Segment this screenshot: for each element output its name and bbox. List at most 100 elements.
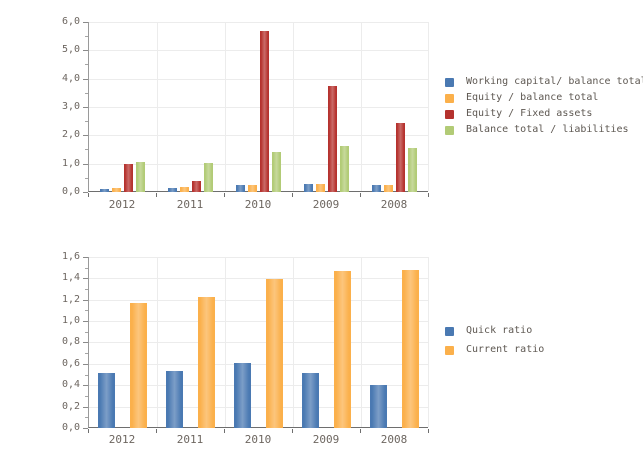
bar-equity-balance-total-2009[interactable]	[316, 184, 325, 192]
bar-working-capital-balance-total-2012[interactable]	[100, 189, 109, 192]
legend-item-equity-fixed-assets[interactable]: Equity / Fixed assets	[445, 108, 592, 120]
y-axis-tick	[83, 50, 88, 51]
bar-current-ratio-2009[interactable]	[334, 271, 351, 428]
bar-current-ratio-2012[interactable]	[130, 303, 147, 428]
y-axis-tick	[83, 428, 88, 429]
x-gridline	[293, 257, 294, 427]
y-axis-tick-label: 4,0	[61, 73, 80, 84]
bar-equity-balance-total-2010[interactable]	[248, 185, 257, 192]
bar-balance-total-liabilities-2011[interactable]	[204, 163, 213, 192]
bar-balance-total-liabilities-2012[interactable]	[136, 162, 145, 192]
y-axis-tick-label: 5,0	[61, 44, 80, 55]
bar-current-ratio-2011[interactable]	[198, 297, 215, 428]
x-axis-category-label: 2010	[244, 198, 272, 211]
y-axis-minor-tick	[85, 353, 88, 354]
y-axis-tick-label: 1,6	[61, 251, 80, 262]
y-axis-minor-tick	[85, 289, 88, 290]
y-axis-tick	[83, 257, 88, 258]
y-gridline	[89, 278, 428, 279]
bar-quick-ratio-2008[interactable]	[370, 385, 387, 428]
x-gridline	[428, 257, 429, 427]
legend-item-label: Equity / balance total	[466, 92, 599, 103]
x-gridline	[225, 257, 226, 427]
legend-item-working-capital-balance-total[interactable]: Working capital/ balance total	[445, 76, 643, 88]
y-axis-tick	[83, 278, 88, 279]
bar-equity-fixed-assets-2012[interactable]	[124, 164, 133, 192]
y-axis-tick	[83, 300, 88, 301]
x-axis-category-label: 2008	[380, 198, 408, 211]
y-axis-tick	[83, 107, 88, 108]
bar-equity-balance-total-2008[interactable]	[384, 185, 393, 192]
y-axis-minor-tick	[85, 417, 88, 418]
bar-working-capital-balance-total-2008[interactable]	[372, 185, 381, 192]
y-axis-tick	[83, 135, 88, 136]
bar-quick-ratio-2010[interactable]	[234, 363, 251, 428]
bar-current-ratio-2010[interactable]	[266, 279, 283, 428]
x-axis-category-label: 2012	[108, 198, 136, 211]
y-gridline	[89, 385, 428, 386]
y-gridline	[89, 79, 428, 80]
x-gridline	[293, 22, 294, 191]
bar-equity-balance-total-2012[interactable]	[112, 188, 121, 192]
y-axis-tick	[83, 164, 88, 165]
bar-quick-ratio-2009[interactable]	[302, 373, 319, 428]
y-axis-tick-label: 1,2	[61, 294, 80, 305]
bar-equity-fixed-assets-2009[interactable]	[328, 86, 337, 192]
y-axis-minor-tick	[85, 93, 88, 94]
bar-equity-fixed-assets-2008[interactable]	[396, 123, 405, 192]
y-axis-tick-label: 1,4	[61, 272, 80, 283]
legend-swatch-icon	[445, 109, 454, 119]
legend-item-quick-ratio[interactable]: Quick ratio	[445, 325, 532, 337]
y-axis-tick	[83, 321, 88, 322]
bar-equity-balance-total-2011[interactable]	[180, 187, 189, 192]
bar-current-ratio-2008[interactable]	[402, 270, 419, 428]
legend-swatch-icon	[445, 93, 454, 103]
legend-item-label: Balance total / liabilities	[466, 124, 629, 135]
y-gridline	[89, 22, 428, 23]
x-gridline	[428, 22, 429, 191]
y-axis-tick	[83, 22, 88, 23]
bar-equity-fixed-assets-2011[interactable]	[192, 181, 201, 192]
x-gridline	[157, 22, 158, 191]
x-axis-category-label: 2009	[312, 198, 340, 211]
legend-item-current-ratio[interactable]: Current ratio	[445, 344, 544, 356]
legend-item-label: Equity / Fixed assets	[466, 108, 593, 119]
bar-balance-total-liabilities-2010[interactable]	[272, 152, 281, 192]
legend-item-label: Current ratio	[466, 344, 545, 355]
legend-item-equity-balance-total[interactable]: Equity / balance total	[445, 92, 598, 104]
x-axis-category-label: 2009	[312, 433, 340, 446]
x-axis-tick	[156, 193, 157, 197]
y-gridline	[89, 257, 428, 258]
bar-quick-ratio-2011[interactable]	[166, 371, 183, 428]
y-axis-minor-tick	[85, 375, 88, 376]
x-gridline	[361, 257, 362, 427]
x-axis-tick	[428, 429, 429, 433]
legend-item-balance-total-liabilities[interactable]: Balance total / liabilities	[445, 124, 629, 136]
y-axis-tick	[83, 407, 88, 408]
x-axis-tick	[360, 193, 361, 197]
x-axis-tick	[360, 429, 361, 433]
x-axis-tick	[292, 193, 293, 197]
bar-equity-fixed-assets-2010[interactable]	[260, 31, 269, 192]
y-gridline	[89, 107, 428, 108]
x-gridline	[157, 257, 158, 427]
y-gridline	[89, 164, 428, 165]
y-axis-tick-label: 0,4	[61, 379, 80, 390]
y-axis-tick-label: 6,0	[61, 16, 80, 27]
bar-balance-total-liabilities-2009[interactable]	[340, 146, 349, 192]
legend-swatch-icon	[445, 77, 454, 87]
x-axis-category-label: 2012	[108, 433, 136, 446]
y-axis-tick	[83, 342, 88, 343]
x-gridline	[361, 22, 362, 191]
y-axis-minor-tick	[85, 332, 88, 333]
y-axis-tick-label: 0,6	[61, 358, 80, 369]
bar-working-capital-balance-total-2010[interactable]	[236, 185, 245, 192]
bar-working-capital-balance-total-2009[interactable]	[304, 184, 313, 192]
bar-balance-total-liabilities-2008[interactable]	[408, 148, 417, 192]
x-axis-tick	[88, 429, 89, 433]
y-axis-minor-tick	[85, 310, 88, 311]
bar-working-capital-balance-total-2011[interactable]	[168, 188, 177, 192]
bar-quick-ratio-2012[interactable]	[98, 373, 115, 428]
